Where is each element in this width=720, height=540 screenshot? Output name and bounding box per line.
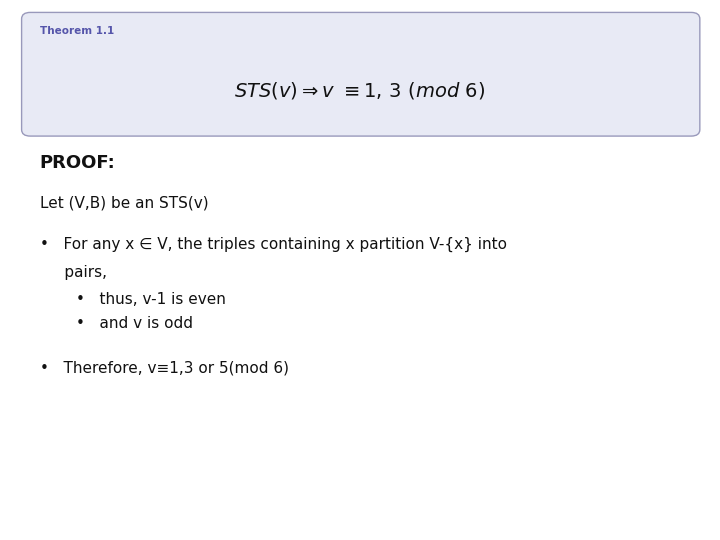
Text: pairs,: pairs,	[40, 265, 107, 280]
Text: Theorem 1.1: Theorem 1.1	[40, 26, 114, 36]
FancyBboxPatch shape	[22, 12, 700, 136]
Text: •   and v is odd: • and v is odd	[76, 316, 193, 331]
Text: •   For any x ∈ V, the triples containing x partition V-{x} into: • For any x ∈ V, the triples containing …	[40, 237, 507, 252]
Text: PROOF:: PROOF:	[40, 154, 115, 172]
Text: •   thus, v-1 is even: • thus, v-1 is even	[76, 292, 225, 307]
Text: $\mathit{STS(v)} \Rightarrow v\ \equiv 1,\, 3\ (\mathit{mod}\ 6)$: $\mathit{STS(v)} \Rightarrow v\ \equiv 1…	[235, 80, 485, 101]
Text: Let (V,B) be an STS(v): Let (V,B) be an STS(v)	[40, 195, 208, 211]
Text: •   Therefore, v≡1,3 or 5(mod 6): • Therefore, v≡1,3 or 5(mod 6)	[40, 361, 289, 376]
